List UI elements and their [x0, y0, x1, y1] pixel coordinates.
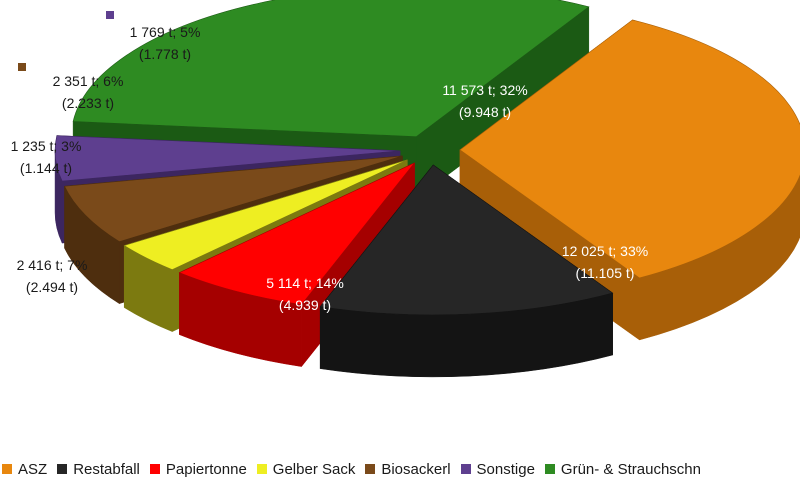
slice-restabfall [319, 164, 614, 316]
slice-papiertonne [178, 162, 415, 305]
data-label-line2: (4.939 t) [279, 297, 331, 313]
legend-swatch [544, 464, 555, 474]
legend-label: Papiertonne [165, 460, 247, 478]
legend-swatch [365, 464, 376, 474]
data-label-biosackerl: 2 351 t; 6% (2.233 t) [53, 73, 124, 111]
legend-swatch [57, 464, 68, 474]
data-label-papiertonne: 2 416 t; 7% (2.494 t) [17, 257, 88, 295]
legend-label: Gelber Sack [272, 460, 356, 478]
legend-label: Sonstige [476, 460, 535, 478]
data-label-line1: 11 573 t; 32% [442, 82, 527, 98]
data-label-line1: 12 025 t; 33% [562, 243, 648, 259]
data-label-line1: 1 769 t; 5% [130, 24, 201, 40]
data-label-line2: (2.494 t) [26, 279, 78, 295]
legend-item-gruen-strauchschnitt: Grün- & Strauchschn [544, 460, 701, 478]
pie-chart: 12 025 t; 33% (11.105 t) 5 114 t; 14% (4.93… [11, 0, 800, 378]
legend-swatch [256, 464, 267, 474]
data-label-line1: 1 235 t; 3% [11, 138, 82, 154]
slice-gelber-sack [123, 159, 408, 270]
slice-labels: 12 025 t; 33% (11.105 t) 5 114 t; 14% (4.93… [11, 11, 648, 313]
legend-label: Restabfall [73, 460, 140, 478]
slice-sonstige [54, 135, 401, 182]
data-label-gruen-strauchschnitt: 11 573 t; 32% (9.948 t) [442, 82, 527, 120]
legend-item-papiertonne: Papiertonne [149, 460, 247, 478]
legend-item-restabfall: Restabfall [57, 461, 140, 478]
legend-item-sonstige: Sonstige [460, 460, 535, 478]
data-label-line2: (1.778 t) [139, 46, 191, 62]
data-label-line2: (1.144 t) [20, 160, 72, 176]
data-label-gelber-sack: 1 235 t; 3% (1.144 t) [11, 138, 82, 176]
legend-label: ASZ [18, 460, 48, 478]
legend-swatch [2, 464, 12, 474]
legend-label: Grün- & Strauchschn [560, 460, 701, 478]
label-marker-biosackerl [18, 63, 26, 71]
data-label-line2: (9.948 t) [459, 104, 511, 120]
legend: ASZ Restabfall Papiertonne Gelber Sack Biosa… [2, 458, 800, 480]
slice-biosackerl [64, 155, 403, 242]
legend-item-gelber-sack: Gelber Sack [256, 460, 356, 478]
data-label-restabfall: 5 114 t; 14% (4.939 t) [266, 275, 344, 313]
label-marker-sonstige [106, 11, 114, 19]
data-label-line1: 2 416 t; 7% [17, 257, 88, 273]
legend-swatch [149, 464, 160, 474]
legend-item-asz: ASZ [2, 461, 47, 478]
data-label-line2: (2.233 t) [62, 95, 114, 111]
data-label-asz: 12 025 t; 33% (11.105 t) [562, 243, 648, 281]
slice-tops [54, 0, 800, 316]
slice-asz [459, 19, 800, 279]
data-label-sonstige: 1 769 t; 5% (1.778 t) [130, 24, 201, 62]
data-label-line1: 2 351 t; 6% [53, 73, 124, 89]
slice-gruen-strauchschnitt [72, 0, 590, 137]
legend-swatch [460, 464, 471, 474]
legend-item-biosackerl: Biosackerl [365, 460, 451, 478]
data-label-line1: 5 114 t; 14% [266, 275, 344, 291]
data-label-line2: (11.105 t) [576, 265, 635, 281]
legend-label: Biosackerl [381, 460, 451, 478]
